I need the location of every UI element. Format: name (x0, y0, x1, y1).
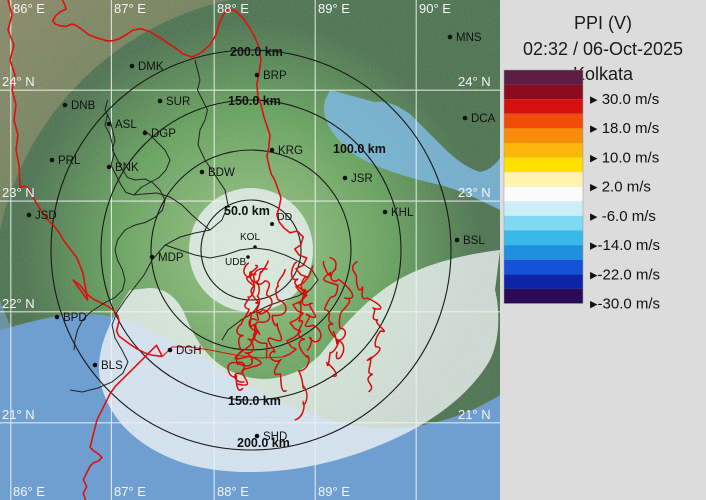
svg-text:DMK: DMK (138, 61, 164, 73)
svg-text:JSD: JSD (35, 210, 57, 222)
svg-text:PRL: PRL (58, 155, 81, 167)
svg-text:BDW: BDW (208, 167, 235, 179)
svg-text:KHL: KHL (391, 207, 414, 219)
svg-text:▸ 2.0 m/s: ▸ 2.0 m/s (590, 179, 651, 196)
svg-text:100.0 km: 100.0 km (333, 142, 386, 156)
svg-text:87° E: 87° E (114, 484, 146, 499)
svg-text:86° E: 86° E (13, 1, 45, 16)
svg-text:SHD: SHD (263, 431, 287, 443)
svg-text:UDB: UDB (225, 257, 246, 268)
svg-text:87° E: 87° E (114, 1, 146, 16)
svg-text:ASL: ASL (115, 119, 137, 131)
svg-text:22° N: 22° N (2, 296, 35, 311)
svg-text:DGH: DGH (176, 345, 202, 357)
svg-text:▸ -6.0 m/s: ▸ -6.0 m/s (590, 208, 656, 225)
svg-text:BRP: BRP (263, 70, 287, 82)
svg-text:BNK: BNK (115, 162, 139, 174)
svg-text:KOL: KOL (240, 232, 260, 243)
svg-text:▸-30.0 m/s: ▸-30.0 m/s (590, 296, 660, 313)
svg-text:SUR: SUR (166, 96, 190, 108)
svg-text:▸-14.0 m/s: ▸-14.0 m/s (590, 237, 660, 254)
svg-text:50.0 km: 50.0 km (224, 204, 270, 218)
svg-text:MDP: MDP (158, 252, 184, 264)
svg-text:BPD: BPD (63, 312, 87, 324)
svg-text:150.0 km: 150.0 km (228, 394, 281, 408)
svg-text:150.0 km: 150.0 km (228, 94, 281, 108)
svg-text:▸ 10.0 m/s: ▸ 10.0 m/s (590, 150, 659, 167)
svg-text:90° E: 90° E (419, 1, 451, 16)
svg-text:KRG: KRG (278, 145, 303, 157)
svg-text:DGP: DGP (151, 128, 176, 140)
svg-text:89° E: 89° E (318, 484, 350, 499)
svg-text:JSR: JSR (351, 173, 373, 185)
svg-text:21° N: 21° N (458, 407, 491, 422)
svg-text:DCA: DCA (471, 113, 496, 125)
svg-text:▸ 30.0 m/s: ▸ 30.0 m/s (590, 91, 659, 108)
svg-text:BLS: BLS (101, 360, 123, 372)
svg-text:BSL: BSL (463, 235, 485, 247)
svg-text:24° N: 24° N (2, 74, 35, 89)
svg-text:▸-22.0 m/s: ▸-22.0 m/s (590, 267, 660, 284)
svg-text:DD: DD (277, 211, 293, 223)
svg-text:86° E: 86° E (13, 484, 45, 499)
svg-text:23° N: 23° N (458, 185, 491, 200)
svg-text:89° E: 89° E (318, 1, 350, 16)
svg-text:88° E: 88° E (217, 484, 249, 499)
svg-text:24° N: 24° N (458, 74, 491, 89)
svg-text:DNB: DNB (71, 100, 96, 112)
svg-text:23° N: 23° N (2, 185, 35, 200)
svg-text:200.0 km: 200.0 km (230, 45, 283, 59)
svg-text:▸ 18.0 m/s: ▸ 18.0 m/s (590, 120, 659, 137)
svg-text:MNS: MNS (456, 32, 482, 44)
svg-text:88° E: 88° E (217, 1, 249, 16)
svg-text:21° N: 21° N (2, 407, 35, 422)
